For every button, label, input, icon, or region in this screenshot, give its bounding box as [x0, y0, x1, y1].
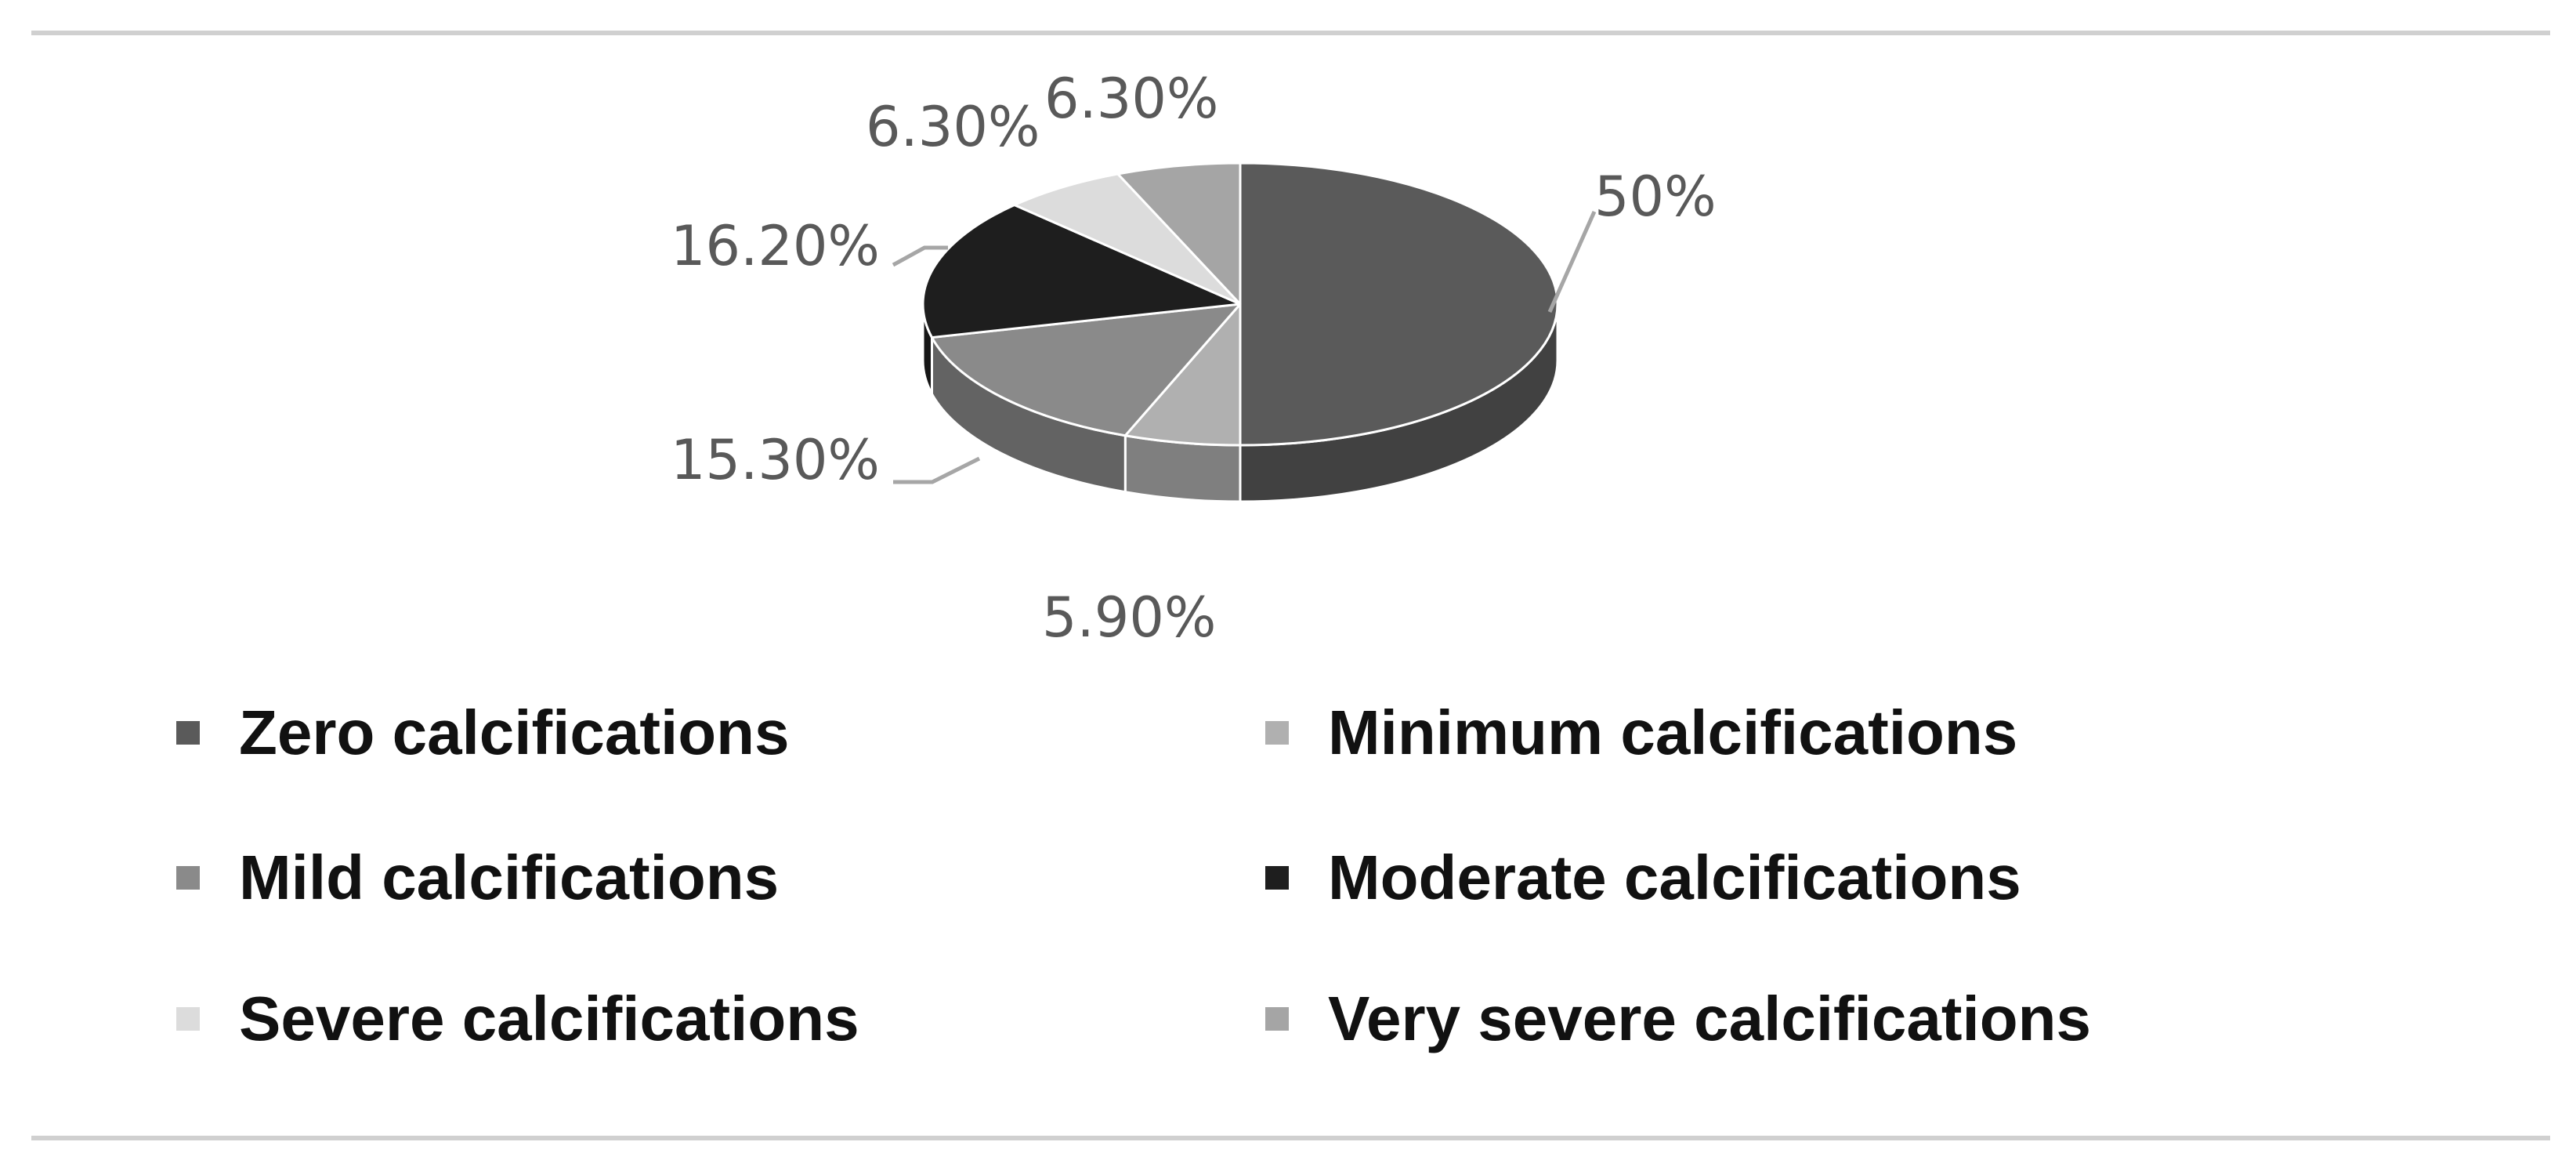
legend-label-zero: Zero calcifications	[239, 698, 790, 767]
data-label-very-severe: 6.30%	[1044, 67, 1218, 131]
legend-swatch-mild	[176, 866, 200, 890]
pie-slice-very-severe	[1116, 161, 1242, 306]
pie-slice-mild	[930, 303, 1242, 437]
legend-label-mild: Mild calcifications	[239, 843, 780, 912]
data-label-minimum: 5.90%	[1042, 585, 1216, 650]
legend-item-moderate: Moderate calcifications	[1265, 835, 2021, 921]
legend-label-severe: Severe calcifications	[239, 984, 859, 1053]
pie-slice-minimum	[1123, 303, 1242, 447]
legend-swatch-moderate	[1265, 866, 1289, 890]
pie-slice-moderate	[921, 204, 1242, 339]
data-label-moderate: 16.20%	[671, 214, 880, 278]
pie-slice-zero	[1239, 161, 1559, 447]
legend-swatch-minimum	[1265, 721, 1289, 745]
pie-slice-severe	[1013, 172, 1242, 306]
pie-leader-lines	[892, 210, 1597, 484]
data-label-zero: 50%	[1594, 165, 1717, 229]
legend-item-severe: Severe calcifications	[176, 976, 859, 1062]
legend-swatch-severe	[176, 1007, 200, 1031]
data-label-severe: 6.30%	[866, 95, 1040, 159]
legend-swatch-very-severe	[1265, 1007, 1289, 1031]
pie-top	[921, 161, 1559, 447]
legend-label-very-severe: Very severe calcifications	[1328, 984, 2091, 1053]
chart-legend: Zero calcifications Minimum calcificatio…	[176, 690, 2448, 1058]
leader-line-zero	[1547, 210, 1597, 314]
legend-label-moderate: Moderate calcifications	[1328, 843, 2021, 912]
leader-line-moderate	[892, 245, 948, 267]
pie-sides	[921, 303, 1559, 503]
legend-swatch-zero	[176, 721, 200, 745]
legend-label-minimum: Minimum calcifications	[1328, 698, 2018, 767]
pie-data-labels: 50% 5.90% 15.30% 16.20% 6.30% 6.30%	[671, 67, 1717, 650]
legend-item-zero: Zero calcifications	[176, 690, 789, 776]
legend-item-very-severe: Very severe calcifications	[1265, 976, 2091, 1062]
data-label-mild: 15.30%	[671, 428, 880, 492]
leader-line-mild	[893, 456, 981, 484]
legend-item-mild: Mild calcifications	[176, 835, 779, 921]
legend-item-minimum: Minimum calcifications	[1265, 690, 2017, 776]
